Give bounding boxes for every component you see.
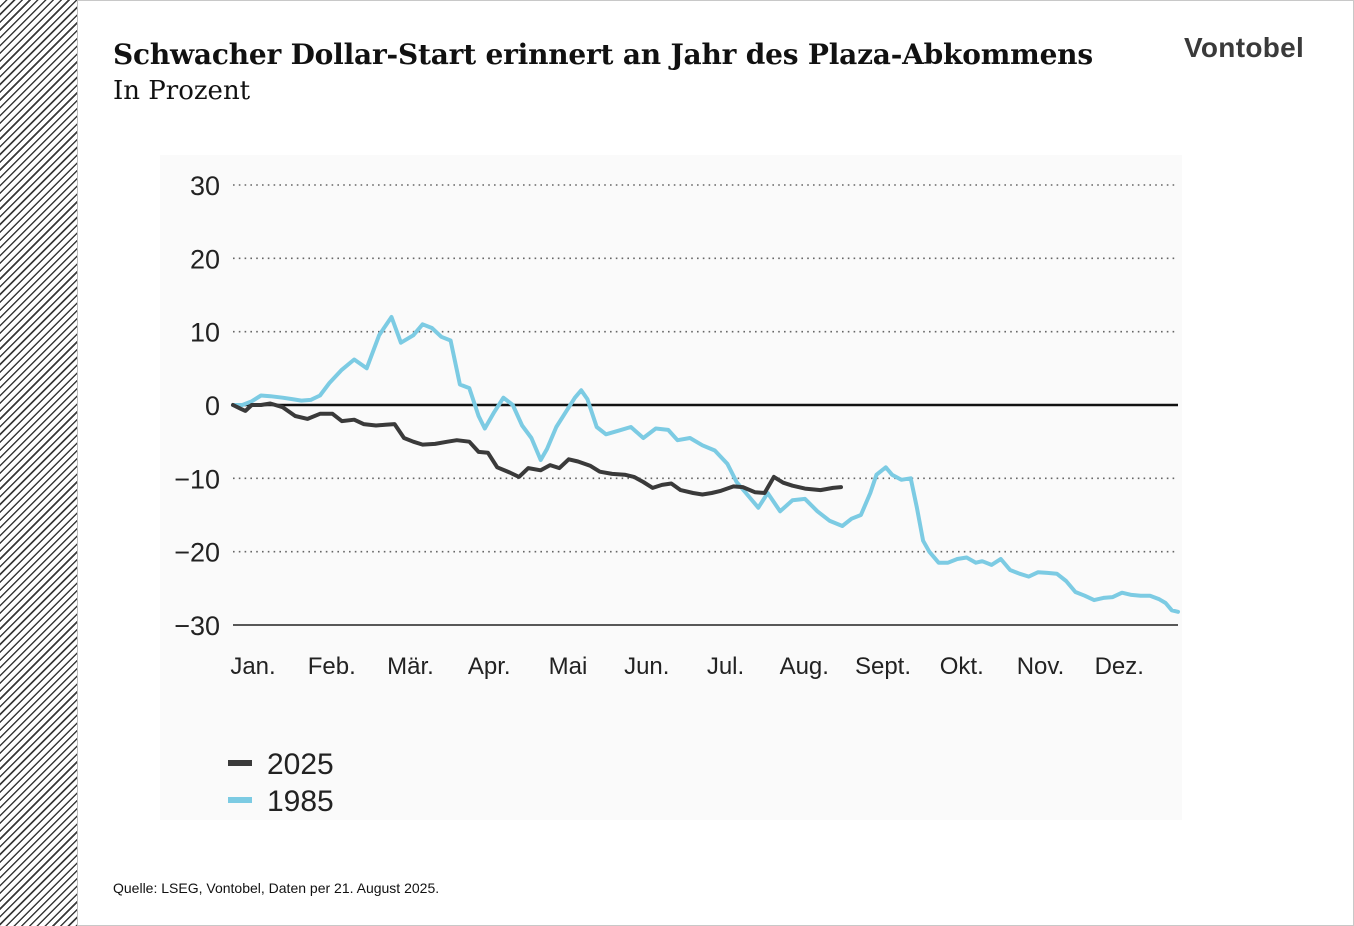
series-line-1985	[231, 315, 1180, 614]
y-tick-label: 0	[205, 391, 220, 421]
x-tick-label: Apr.	[468, 653, 511, 680]
x-tick-label: Jan.	[230, 653, 275, 680]
y-tick-label: −20	[174, 538, 220, 568]
legend: 2025 1985	[228, 748, 334, 818]
hatched-sidebar	[0, 0, 78, 926]
vontobel-logo: Vontobel	[1184, 32, 1305, 63]
x-tick-label: Sept.	[855, 653, 911, 680]
y-tick-label: 20	[190, 244, 220, 274]
line-chart: 30 20 10 0 −10 −20 −30 Jan. Feb. Mär. Apr. Mai Jun.…	[174, 171, 1180, 818]
x-tick-label: Okt.	[940, 653, 984, 680]
legend-label-1985: 1985	[267, 785, 334, 818]
legend-label-2025: 2025	[267, 748, 334, 781]
y-axis-ticks: 30 20 10 0 −10 −20 −30	[174, 171, 220, 641]
x-tick-label: Aug.	[780, 653, 829, 680]
x-axis-ticks: Jan. Feb. Mär. Apr. Mai Jun. Jul. Aug. Sept. Okt.…	[230, 653, 1144, 680]
source-note: Quelle: LSEG, Vontobel, Daten per 21. Au…	[113, 880, 440, 896]
y-tick-label: −10	[174, 464, 220, 494]
x-tick-label: Jul.	[707, 653, 744, 680]
x-tick-label: Mär.	[387, 653, 434, 680]
chart-title: Schwacher Dollar-Start erinnert an Jahr …	[113, 38, 1093, 71]
x-tick-label: Nov.	[1017, 653, 1065, 680]
y-tick-label: 30	[190, 171, 220, 201]
series-layer	[231, 315, 1180, 614]
x-tick-label: Mai	[549, 653, 588, 680]
grid-layer	[233, 184, 1178, 626]
x-tick-label: Dez.	[1095, 653, 1144, 680]
x-tick-label: Feb.	[308, 653, 356, 680]
y-tick-label: −30	[174, 611, 220, 641]
y-tick-label: 10	[190, 318, 220, 348]
chart-subtitle: In Prozent	[113, 76, 251, 106]
chart-area: 30 20 10 0 −10 −20 −30 Jan. Feb. Mär. Apr. Mai Jun.…	[160, 155, 1182, 820]
series-line-2025	[231, 401, 843, 497]
x-tick-label: Jun.	[624, 653, 669, 680]
